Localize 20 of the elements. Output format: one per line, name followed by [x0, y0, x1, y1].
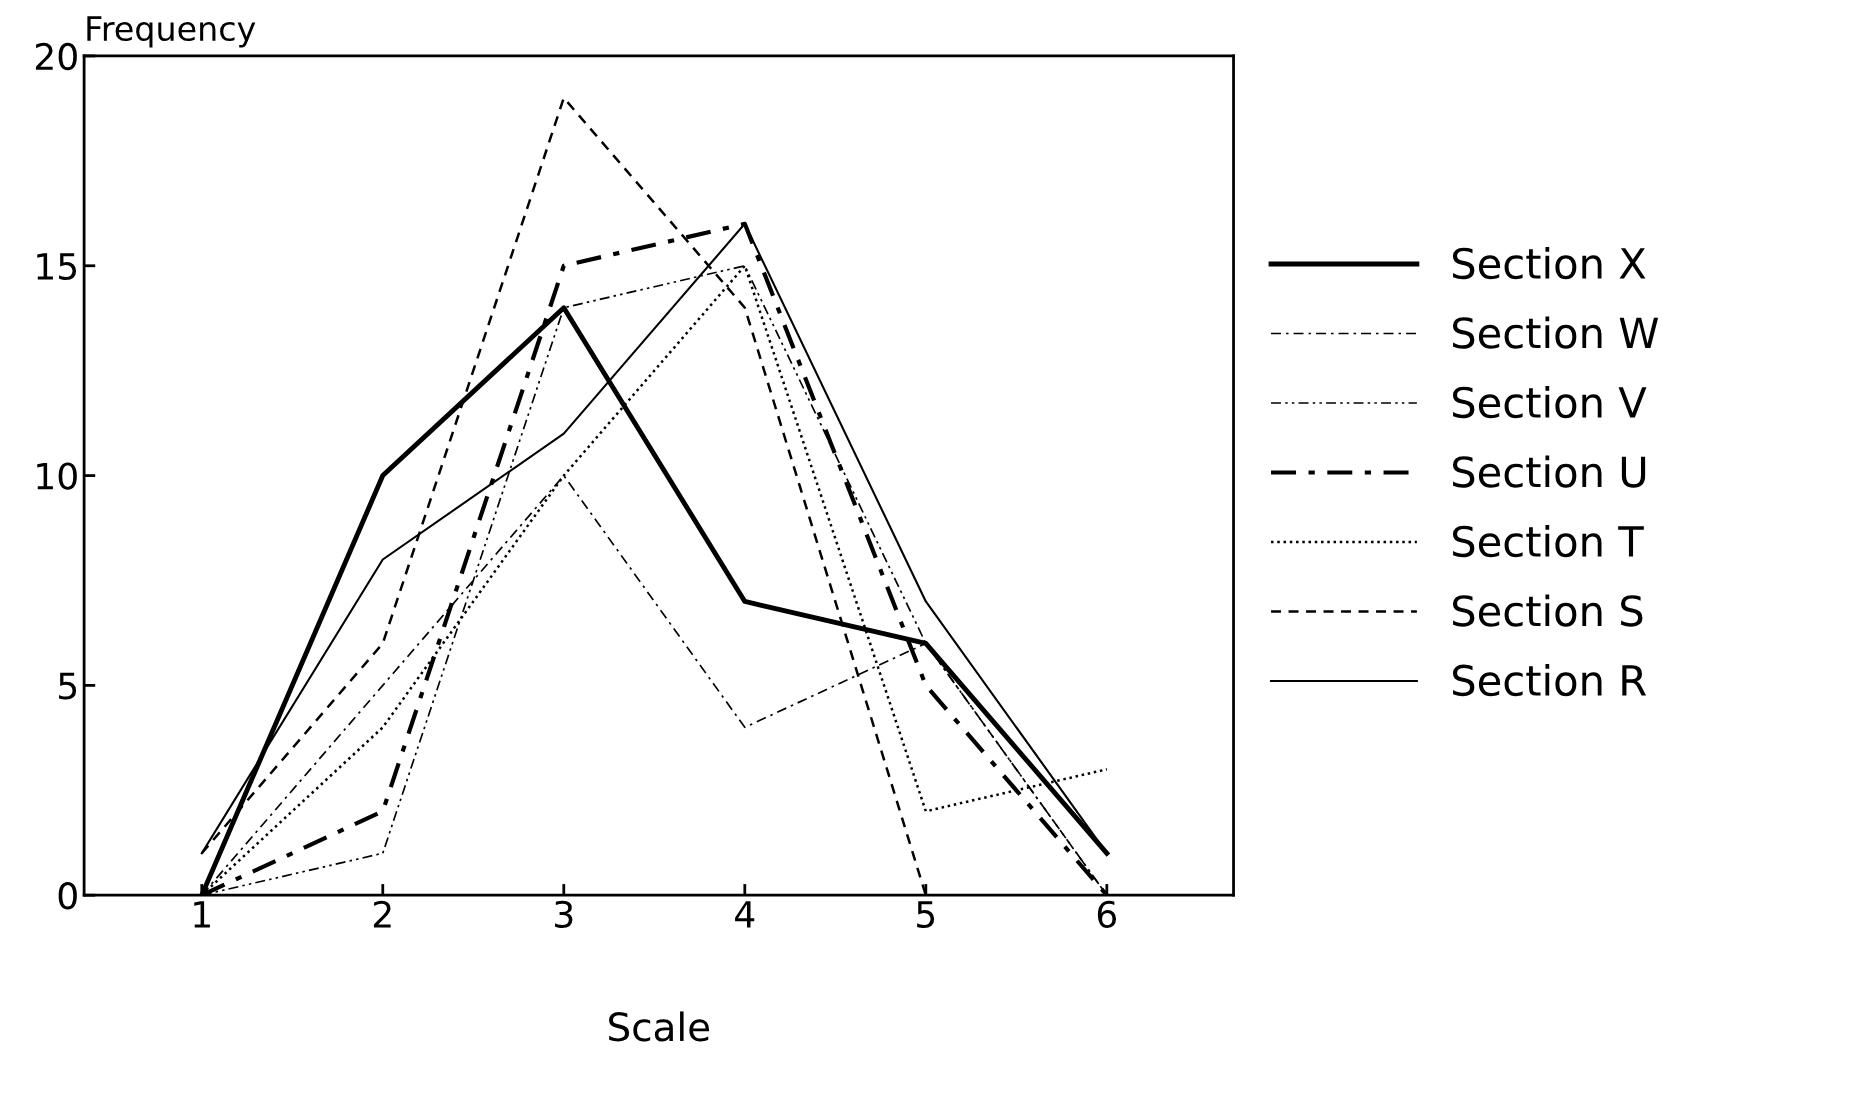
- x-tick-label: 6: [1097, 900, 1117, 929]
- y-tick-label: 0: [58, 882, 77, 910]
- legend-label: Section U: [1452, 455, 1646, 488]
- legend-label: Section S: [1452, 594, 1643, 627]
- legend-label: Section W: [1452, 316, 1659, 349]
- x-tick-label: 5: [917, 901, 935, 929]
- legend-label: Section V: [1452, 385, 1647, 419]
- x-tick-label: 2: [373, 900, 391, 928]
- x-tick-label: 1: [194, 901, 210, 928]
- y-tick-label: 10: [37, 462, 77, 490]
- x-tick-label: 3: [555, 900, 573, 929]
- x-tick-label: 4: [735, 901, 755, 928]
- x-axis-title: Scale: [609, 1011, 710, 1042]
- legend-label: Section X: [1452, 246, 1646, 280]
- legend-label: Section R: [1452, 663, 1647, 697]
- y-axis-title: Frequency: [87, 16, 256, 48]
- y-tick-label: 5: [59, 672, 77, 700]
- y-tick-label: 20: [35, 42, 77, 71]
- y-tick-label: 15: [37, 253, 77, 280]
- legend-label: Section T: [1452, 524, 1644, 558]
